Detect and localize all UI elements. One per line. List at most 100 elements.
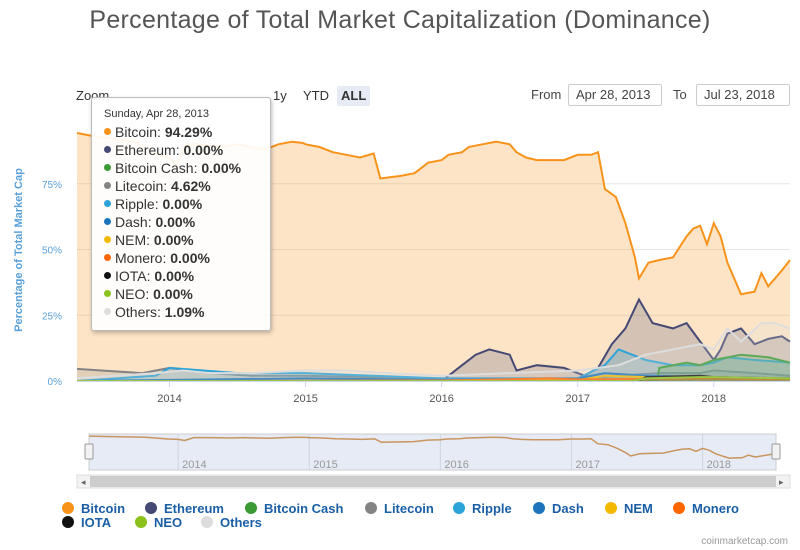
tooltip-series-name: Dash [115, 214, 148, 230]
x-tick-label: 2016 [429, 393, 453, 405]
tooltip-series-value: 0.00% [153, 286, 193, 302]
series-area-litecoin [77, 367, 790, 381]
tooltip-series-value: 0.00% [201, 160, 242, 176]
legend-label: Bitcoin Cash [264, 501, 344, 516]
legend-item-monero[interactable]: Monero [673, 501, 739, 516]
legend-dot [673, 502, 685, 514]
legend-item-litecoin[interactable]: Litecoin [365, 501, 434, 516]
tooltip-dot [104, 254, 111, 261]
tooltip-series-value: 4.62% [171, 178, 211, 194]
series-ethereum [77, 297, 791, 382]
tooltip-series-name: Bitcoin [115, 124, 158, 140]
legend-item-dash[interactable]: Dash [533, 501, 584, 516]
tooltip-separator: : [147, 214, 156, 230]
chart-title: Percentage of Total Market Capitalizatio… [89, 6, 711, 34]
x-tick-label: 2015 [293, 393, 317, 405]
tooltip-row-ripple: Ripple: 0.00% [104, 195, 260, 213]
legend-item-bitcoin-cash[interactable]: Bitcoin Cash [245, 501, 343, 516]
tooltip-separator: : [162, 250, 171, 266]
tooltip-separator: : [146, 232, 154, 248]
tooltip-series-value: 0.00% [155, 214, 196, 230]
series-others [76, 322, 791, 381]
x-tick-label: 2018 [702, 393, 726, 405]
y-tick-label: 25% [42, 311, 62, 322]
tooltip-series-value: 0.00% [170, 250, 210, 266]
tooltip-series-name: NEO [115, 286, 146, 302]
series-area-ethereum [77, 299, 790, 381]
tooltip-separator: : [157, 124, 165, 140]
legend-label: NEO [154, 515, 183, 530]
legend-label: Monero [692, 501, 739, 516]
tooltip-row-neo: NEO: 0.00% [104, 285, 260, 303]
tooltip-series-value: 1.09% [164, 304, 205, 320]
credits-link[interactable]: coinmarketcap.com [701, 536, 788, 547]
legend-dot [533, 502, 545, 514]
legend-item-ethereum[interactable]: Ethereum [145, 501, 224, 516]
legend-dot [62, 516, 74, 528]
tooltip-separator: : [146, 268, 155, 284]
legend-label: NEM [624, 501, 653, 516]
scrollbar-thumb[interactable] [90, 476, 776, 487]
tooltip-separator: : [145, 286, 154, 302]
legend-item-others[interactable]: Others [201, 515, 262, 530]
navigator-handle-left[interactable] [84, 443, 94, 460]
legend-label: Dash [552, 501, 584, 516]
tooltip-series-value: 94.29% [164, 124, 213, 140]
tooltip-series-name: Litecoin [115, 178, 164, 194]
navigator-handle-right[interactable] [771, 443, 781, 460]
tooltip-dot [104, 272, 111, 279]
tooltip-series-name: Bitcoin Cash [115, 160, 194, 176]
y-tick-label: 75% [42, 180, 62, 191]
legend-dot [605, 502, 617, 514]
navigator-label: 2017 [575, 459, 599, 471]
tooltip-row-litecoin: Litecoin: 4.62% [104, 177, 260, 195]
tooltip-dot [104, 182, 111, 189]
zoom-button-1y[interactable]: 1y [273, 88, 287, 103]
tooltip-series-name: IOTA [115, 268, 147, 284]
navigator-label: 2014 [182, 459, 206, 471]
tooltip-dot [104, 164, 111, 171]
legend-label: IOTA [81, 515, 112, 530]
tooltip-row-ethereum: Ethereum: 0.00% [104, 141, 260, 159]
series-line-ethereum [77, 297, 791, 382]
legend-dot [145, 502, 157, 514]
tooltip-row-monero: Monero: 0.00% [104, 249, 260, 267]
navigator-label: 2015 [313, 459, 337, 471]
tooltip-row-iota: IOTA: 0.00% [104, 267, 260, 285]
tooltip-series-value: 0.00% [183, 142, 224, 158]
legend-item-bitcoin[interactable]: Bitcoin [62, 501, 125, 516]
tooltip-dot [104, 236, 111, 243]
zoom-button-ytd[interactable]: YTD [303, 88, 329, 103]
legend-dot [453, 502, 465, 514]
tooltip-series-name: Ripple [115, 196, 155, 212]
tooltip-dot [104, 218, 111, 225]
legend-item-iota[interactable]: IOTA [62, 515, 111, 530]
tooltip-row-nem: NEM: 0.00% [104, 231, 260, 249]
tooltip-separator: : [163, 178, 172, 194]
tooltip-separator: : [154, 196, 163, 212]
zoom-button-all[interactable]: ALL [337, 86, 371, 106]
legend-label: Ethereum [164, 501, 224, 516]
tooltip: Sunday, Apr 28, 2013 Bitcoin: 94.29% Ethe… [91, 97, 271, 331]
tooltip-dot [104, 146, 111, 153]
tooltip-dot [104, 290, 111, 297]
range-to-label: To [673, 87, 687, 102]
tooltip-series-value: 0.00% [162, 196, 203, 212]
legend-dot [62, 502, 74, 514]
legend-item-ripple[interactable]: Ripple [453, 501, 512, 516]
legend-label: Bitcoin [81, 501, 126, 516]
legend-dot [201, 516, 213, 528]
range-from-input[interactable]: Apr 28, 2013 [568, 84, 662, 106]
tooltip-series-name: NEM [115, 232, 147, 248]
tooltip-dot [104, 308, 111, 315]
legend-item-nem[interactable]: NEM [605, 501, 653, 516]
y-tick-label: 50% [42, 246, 62, 257]
range-from-label: From [531, 87, 562, 102]
scrollbar-left-arrow[interactable]: ◂ [81, 478, 86, 488]
range-to-input[interactable]: Jul 23, 2018 [696, 84, 790, 106]
navigator-window[interactable] [88, 433, 777, 471]
legend-item-neo[interactable]: NEO [135, 515, 182, 530]
tooltip-series-value: 0.00% [154, 268, 195, 284]
legend-dot [365, 502, 377, 514]
scrollbar-right-arrow[interactable]: ▸ [779, 478, 784, 488]
